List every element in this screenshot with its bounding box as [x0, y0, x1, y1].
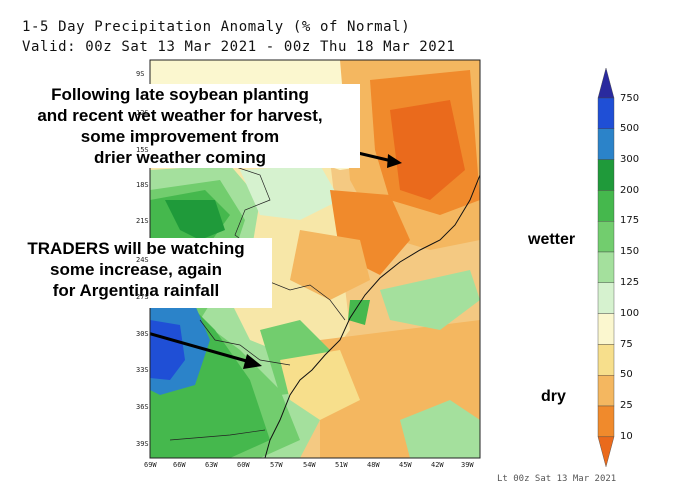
lon-label: 54W [303, 461, 316, 469]
colorbar-tick-label: 500 [620, 123, 640, 134]
colorbar-segment [597, 405, 615, 437]
lat-label: 24S [136, 256, 149, 264]
footer-text: Lt 00z Sat 13 Mar 2021 [497, 474, 617, 484]
colorbar-tick-label: 300 [620, 154, 640, 165]
colorbar-tick-label: 25 [620, 400, 633, 411]
brazil-callout-line: some improvement from [80, 127, 280, 146]
brazil-callout-line: and recent wet weather for harvest, [37, 106, 323, 125]
argentina-callout-line: for Argentina rainfall [52, 281, 220, 300]
lon-label: 42W [431, 461, 444, 469]
lon-label: 51W [335, 461, 348, 469]
brazil-callout-line: Following late soybean planting [51, 85, 309, 104]
colorbar-tick-label: 200 [620, 185, 640, 196]
lat-label: 15S [136, 146, 149, 154]
lon-label: 39W [461, 461, 474, 469]
colorbar-segment [597, 159, 615, 191]
dry-label: dry [541, 388, 566, 405]
lat-label: 21S [136, 217, 149, 225]
colorbar-segment [597, 128, 615, 160]
lat-label: 27S [136, 293, 149, 301]
colorbar-tick-label: 100 [620, 308, 640, 319]
brazil-callout-line: drier weather coming [94, 148, 266, 167]
valid-time: Valid: 00z Sat 13 Mar 2021 - 00z Thu 18 … [22, 39, 456, 55]
colorbar-tick-label: 75 [620, 339, 633, 350]
argentina-callout-line: TRADERS will be watching [27, 239, 245, 258]
lat-label: 18S [136, 181, 149, 189]
lon-label: 48W [367, 461, 380, 469]
lat-label: 12S [136, 109, 149, 117]
colorbar [597, 67, 615, 468]
colorbar-segment [597, 375, 615, 407]
colorbar-tick-label: 50 [620, 369, 633, 380]
colorbar-tick-label: 750 [620, 93, 640, 104]
colorbar-tick-label: 175 [620, 215, 640, 226]
colorbar-tick-label: 125 [620, 277, 640, 288]
colorbar-segment [597, 97, 615, 129]
brazil-callout: Following late soybean planting and rece… [0, 84, 360, 168]
colorbar-segment [597, 436, 615, 468]
lat-label: 39S [136, 440, 149, 448]
lat-label: 9S [136, 70, 145, 78]
lon-label: 60W [237, 461, 250, 469]
wetter-label: wetter [528, 231, 576, 248]
colorbar-segment [597, 220, 615, 253]
colorbar-segment [597, 313, 615, 345]
colorbar-segment [597, 344, 615, 376]
lon-label: 66W [173, 461, 186, 469]
argentina-callout: TRADERS will be watching some increase, … [0, 238, 272, 308]
lon-label: 45W [399, 461, 412, 469]
lat-label: 33S [136, 366, 149, 374]
lon-label: 63W [205, 461, 218, 469]
lon-label: 57W [270, 461, 283, 469]
chart-title: 1-5 Day Precipitation Anomaly (% of Norm… [22, 19, 411, 35]
colorbar-tick-label: 10 [620, 431, 633, 442]
argentina-callout-line: some increase, again [50, 260, 222, 279]
colorbar-segment [597, 67, 615, 99]
lat-label: 36S [136, 403, 149, 411]
lon-label: 69W [144, 461, 157, 469]
lat-label: 30S [136, 330, 149, 338]
colorbar-segment [597, 190, 615, 222]
colorbar-tick-label: 150 [620, 246, 640, 257]
colorbar-segment [597, 282, 615, 314]
colorbar-segment [597, 251, 615, 283]
